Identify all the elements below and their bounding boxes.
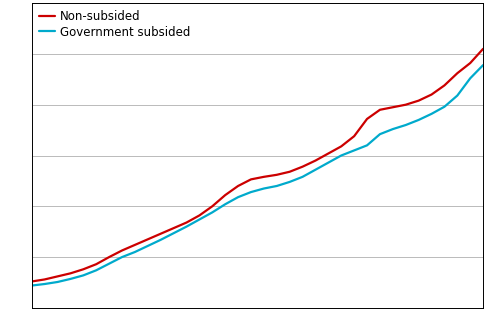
Non-subsided: [403, 103, 408, 107]
Non-subsided: [132, 243, 138, 247]
Non-subsided: [67, 272, 73, 275]
Government subsided: [55, 280, 61, 284]
Government subsided: [222, 202, 228, 206]
Non-subsided: [480, 47, 486, 51]
Non-subsided: [442, 84, 447, 87]
Non-subsided: [29, 280, 35, 283]
Non-subsided: [300, 165, 305, 169]
Government subsided: [132, 250, 138, 254]
Government subsided: [209, 211, 215, 214]
Non-subsided: [428, 93, 434, 96]
Government subsided: [403, 123, 408, 127]
Government subsided: [390, 127, 396, 131]
Non-subsided: [312, 159, 318, 162]
Government subsided: [119, 255, 125, 259]
Government subsided: [351, 149, 357, 152]
Government subsided: [442, 105, 447, 109]
Government subsided: [300, 175, 305, 179]
Government subsided: [81, 273, 86, 277]
Government subsided: [183, 225, 189, 229]
Non-subsided: [454, 71, 460, 75]
Government subsided: [171, 231, 177, 235]
Non-subsided: [364, 117, 370, 121]
Non-subsided: [248, 178, 254, 181]
Non-subsided: [145, 238, 151, 241]
Government subsided: [67, 277, 73, 281]
Government subsided: [29, 284, 35, 287]
Non-subsided: [325, 151, 331, 155]
Government subsided: [93, 268, 99, 272]
Non-subsided: [197, 214, 203, 217]
Non-subsided: [416, 99, 422, 103]
Non-subsided: [377, 108, 383, 112]
Non-subsided: [209, 204, 215, 208]
Non-subsided: [158, 232, 163, 236]
Non-subsided: [274, 173, 280, 177]
Government subsided: [261, 187, 267, 190]
Non-subsided: [93, 262, 99, 266]
Non-subsided: [287, 170, 293, 174]
Government subsided: [325, 161, 331, 165]
Non-subsided: [390, 105, 396, 109]
Government subsided: [287, 180, 293, 184]
Government subsided: [312, 168, 318, 172]
Government subsided: [145, 244, 151, 248]
Government subsided: [428, 112, 434, 116]
Government subsided: [41, 282, 47, 286]
Non-subsided: [235, 184, 241, 188]
Government subsided: [106, 262, 112, 266]
Government subsided: [158, 238, 163, 242]
Non-subsided: [338, 145, 344, 148]
Government subsided: [248, 190, 254, 194]
Government subsided: [197, 218, 203, 221]
Government subsided: [468, 77, 473, 80]
Non-subsided: [81, 267, 86, 271]
Non-subsided: [222, 193, 228, 197]
Government subsided: [364, 143, 370, 147]
Government subsided: [454, 94, 460, 97]
Government subsided: [235, 195, 241, 199]
Non-subsided: [106, 255, 112, 259]
Government subsided: [274, 184, 280, 188]
Line: Government subsided: Government subsided: [32, 65, 483, 285]
Non-subsided: [119, 248, 125, 252]
Non-subsided: [351, 134, 357, 138]
Non-subsided: [171, 226, 177, 230]
Government subsided: [377, 132, 383, 136]
Non-subsided: [55, 275, 61, 278]
Line: Non-subsided: Non-subsided: [32, 49, 483, 281]
Non-subsided: [261, 175, 267, 179]
Government subsided: [338, 154, 344, 157]
Government subsided: [416, 118, 422, 122]
Legend: Non-subsided, Government subsided: Non-subsided, Government subsided: [35, 7, 194, 42]
Government subsided: [480, 63, 486, 67]
Non-subsided: [183, 221, 189, 225]
Non-subsided: [468, 61, 473, 65]
Non-subsided: [41, 278, 47, 281]
